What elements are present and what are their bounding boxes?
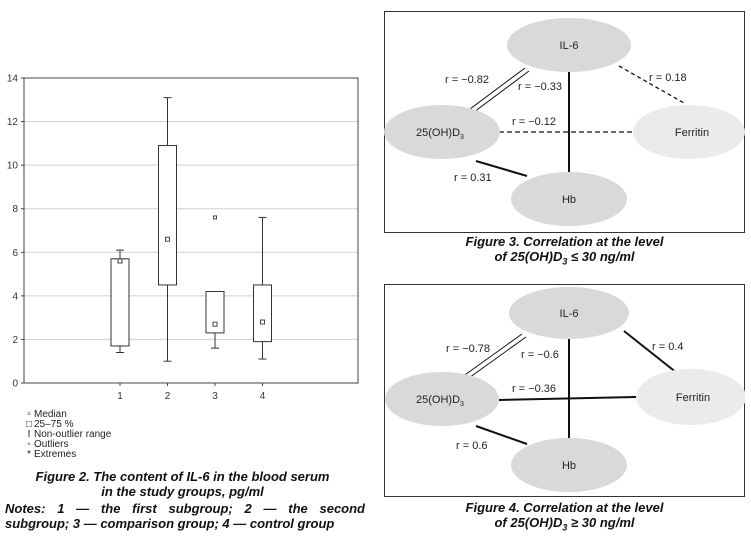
legend-range: I Non-outlier range <box>24 429 112 440</box>
median-marker <box>117 258 123 264</box>
edge-vitd-hb <box>475 425 528 445</box>
node-ferritin <box>633 105 745 159</box>
y-tick-label: 0 <box>12 379 18 390</box>
label-il6-hb: r = −0.6 <box>521 349 559 361</box>
node-vitd-label: 25(OH)D3 <box>416 127 464 141</box>
y-tick-label: 12 <box>7 117 19 128</box>
median-marker <box>212 321 218 327</box>
edge-il6-vitd <box>465 67 526 113</box>
edge-il6-ferritin <box>623 330 683 378</box>
box-series <box>110 97 272 362</box>
node-hb-label: Hb <box>562 460 576 472</box>
outlier-symbol-icon: ◦ <box>27 439 31 450</box>
median-symbol-icon: ▫ <box>27 409 31 420</box>
label-vitd-ferritin: r = −0.36 <box>512 383 556 395</box>
edge-il6-vitd-2 <box>469 70 530 116</box>
plot-grid <box>24 121 358 340</box>
plot-frame <box>23 77 359 384</box>
figure3-caption: Figure 3. Correlation at the level of 25… <box>465 234 664 267</box>
y-tick-label: 8 <box>12 204 18 215</box>
label-il6-vitd: r = −0.78 <box>446 343 490 355</box>
legend-extremes: * Extremes <box>24 450 111 460</box>
box-quartiles <box>253 284 272 343</box>
x-tick-label: 3 <box>212 391 218 402</box>
figure2-caption: Figure 2. The content of IL-6 in the blo… <box>35 469 330 499</box>
median-marker <box>165 236 170 242</box>
label-vitd-hb: r = 0.6 <box>456 440 488 452</box>
boxplot-legend: ▫ Median □ 25–75 % I Non-outlier range ◦ Out… <box>24 410 111 460</box>
node-il6-label: IL-6 <box>560 40 579 52</box>
correlation-diagram-high: IL-6 25(OH)D3 Ferritin Hb r = −0.78 r = … <box>384 284 745 497</box>
box-quartiles <box>158 145 177 286</box>
x-tick-label: 1 <box>117 391 123 402</box>
label-il6-vitd: r = −0.82 <box>445 74 489 86</box>
y-tick-label: 6 <box>12 248 18 259</box>
edge-il6-vitd <box>461 333 523 378</box>
median-marker <box>260 319 265 325</box>
whisker-symbol-icon: I <box>27 429 31 440</box>
node-vitd <box>384 105 500 159</box>
y-tick-label: 14 <box>7 74 19 85</box>
figure2-notes: Notes: 1 — the first subgroup; 2 — the s… <box>5 501 365 531</box>
label-vitd-hb: r = 0.31 <box>454 172 492 184</box>
x-tick-label: 2 <box>165 391 171 402</box>
edge-vitd-hb <box>475 160 528 177</box>
node-hb-label: Hb <box>562 194 576 206</box>
node-vitd <box>385 372 499 426</box>
legend-quartiles: □ 25–75 % <box>25 419 74 430</box>
legend-outliers: ◦ Outliers <box>24 440 111 450</box>
node-ferritin-label: Ferritin <box>676 392 710 404</box>
edge-vitd-ferritin <box>498 396 637 401</box>
x-axis-ticks: 1 2 3 4 <box>117 383 266 402</box>
box-symbol-icon: □ <box>25 419 33 430</box>
y-axis-ticks: 0 2 4 6 8 10 12 14 <box>7 74 24 390</box>
correlation-diagram-low: IL-6 25(OH)D3 Ferritin Hb r = −0.82 r = … <box>384 11 745 233</box>
label-il6-ferritin: r = 0.18 <box>649 72 687 84</box>
box-quartiles <box>110 258 130 347</box>
edge-il6-ferritin <box>618 65 685 104</box>
node-ferritin-label: Ferritin <box>675 127 709 139</box>
x-tick-label: 4 <box>260 391 266 402</box>
box-quartiles <box>205 291 225 334</box>
legend-median: ▫ Median <box>24 410 111 420</box>
label-il6-ferritin: r = 0.4 <box>652 341 684 353</box>
node-hb <box>511 438 627 492</box>
figure4-caption: Figure 4. Correlation at the level of 25… <box>465 500 664 533</box>
node-il6-label: IL-6 <box>560 308 579 320</box>
y-tick-label: 2 <box>12 335 18 346</box>
label-il6-hb: r = −0.33 <box>518 81 562 93</box>
edge-il6-vitd-2 <box>465 336 527 381</box>
node-il6 <box>509 287 629 339</box>
outlier-marker <box>213 215 217 220</box>
node-ferritin <box>636 369 745 425</box>
node-vitd-label: 25(OH)D3 <box>416 394 464 408</box>
label-vitd-ferritin: r = −0.12 <box>512 116 556 128</box>
node-hb <box>511 172 627 226</box>
y-tick-label: 10 <box>7 161 19 172</box>
y-tick-label: 4 <box>12 291 18 302</box>
extreme-symbol-icon: * <box>27 449 31 460</box>
node-il6 <box>507 18 631 72</box>
